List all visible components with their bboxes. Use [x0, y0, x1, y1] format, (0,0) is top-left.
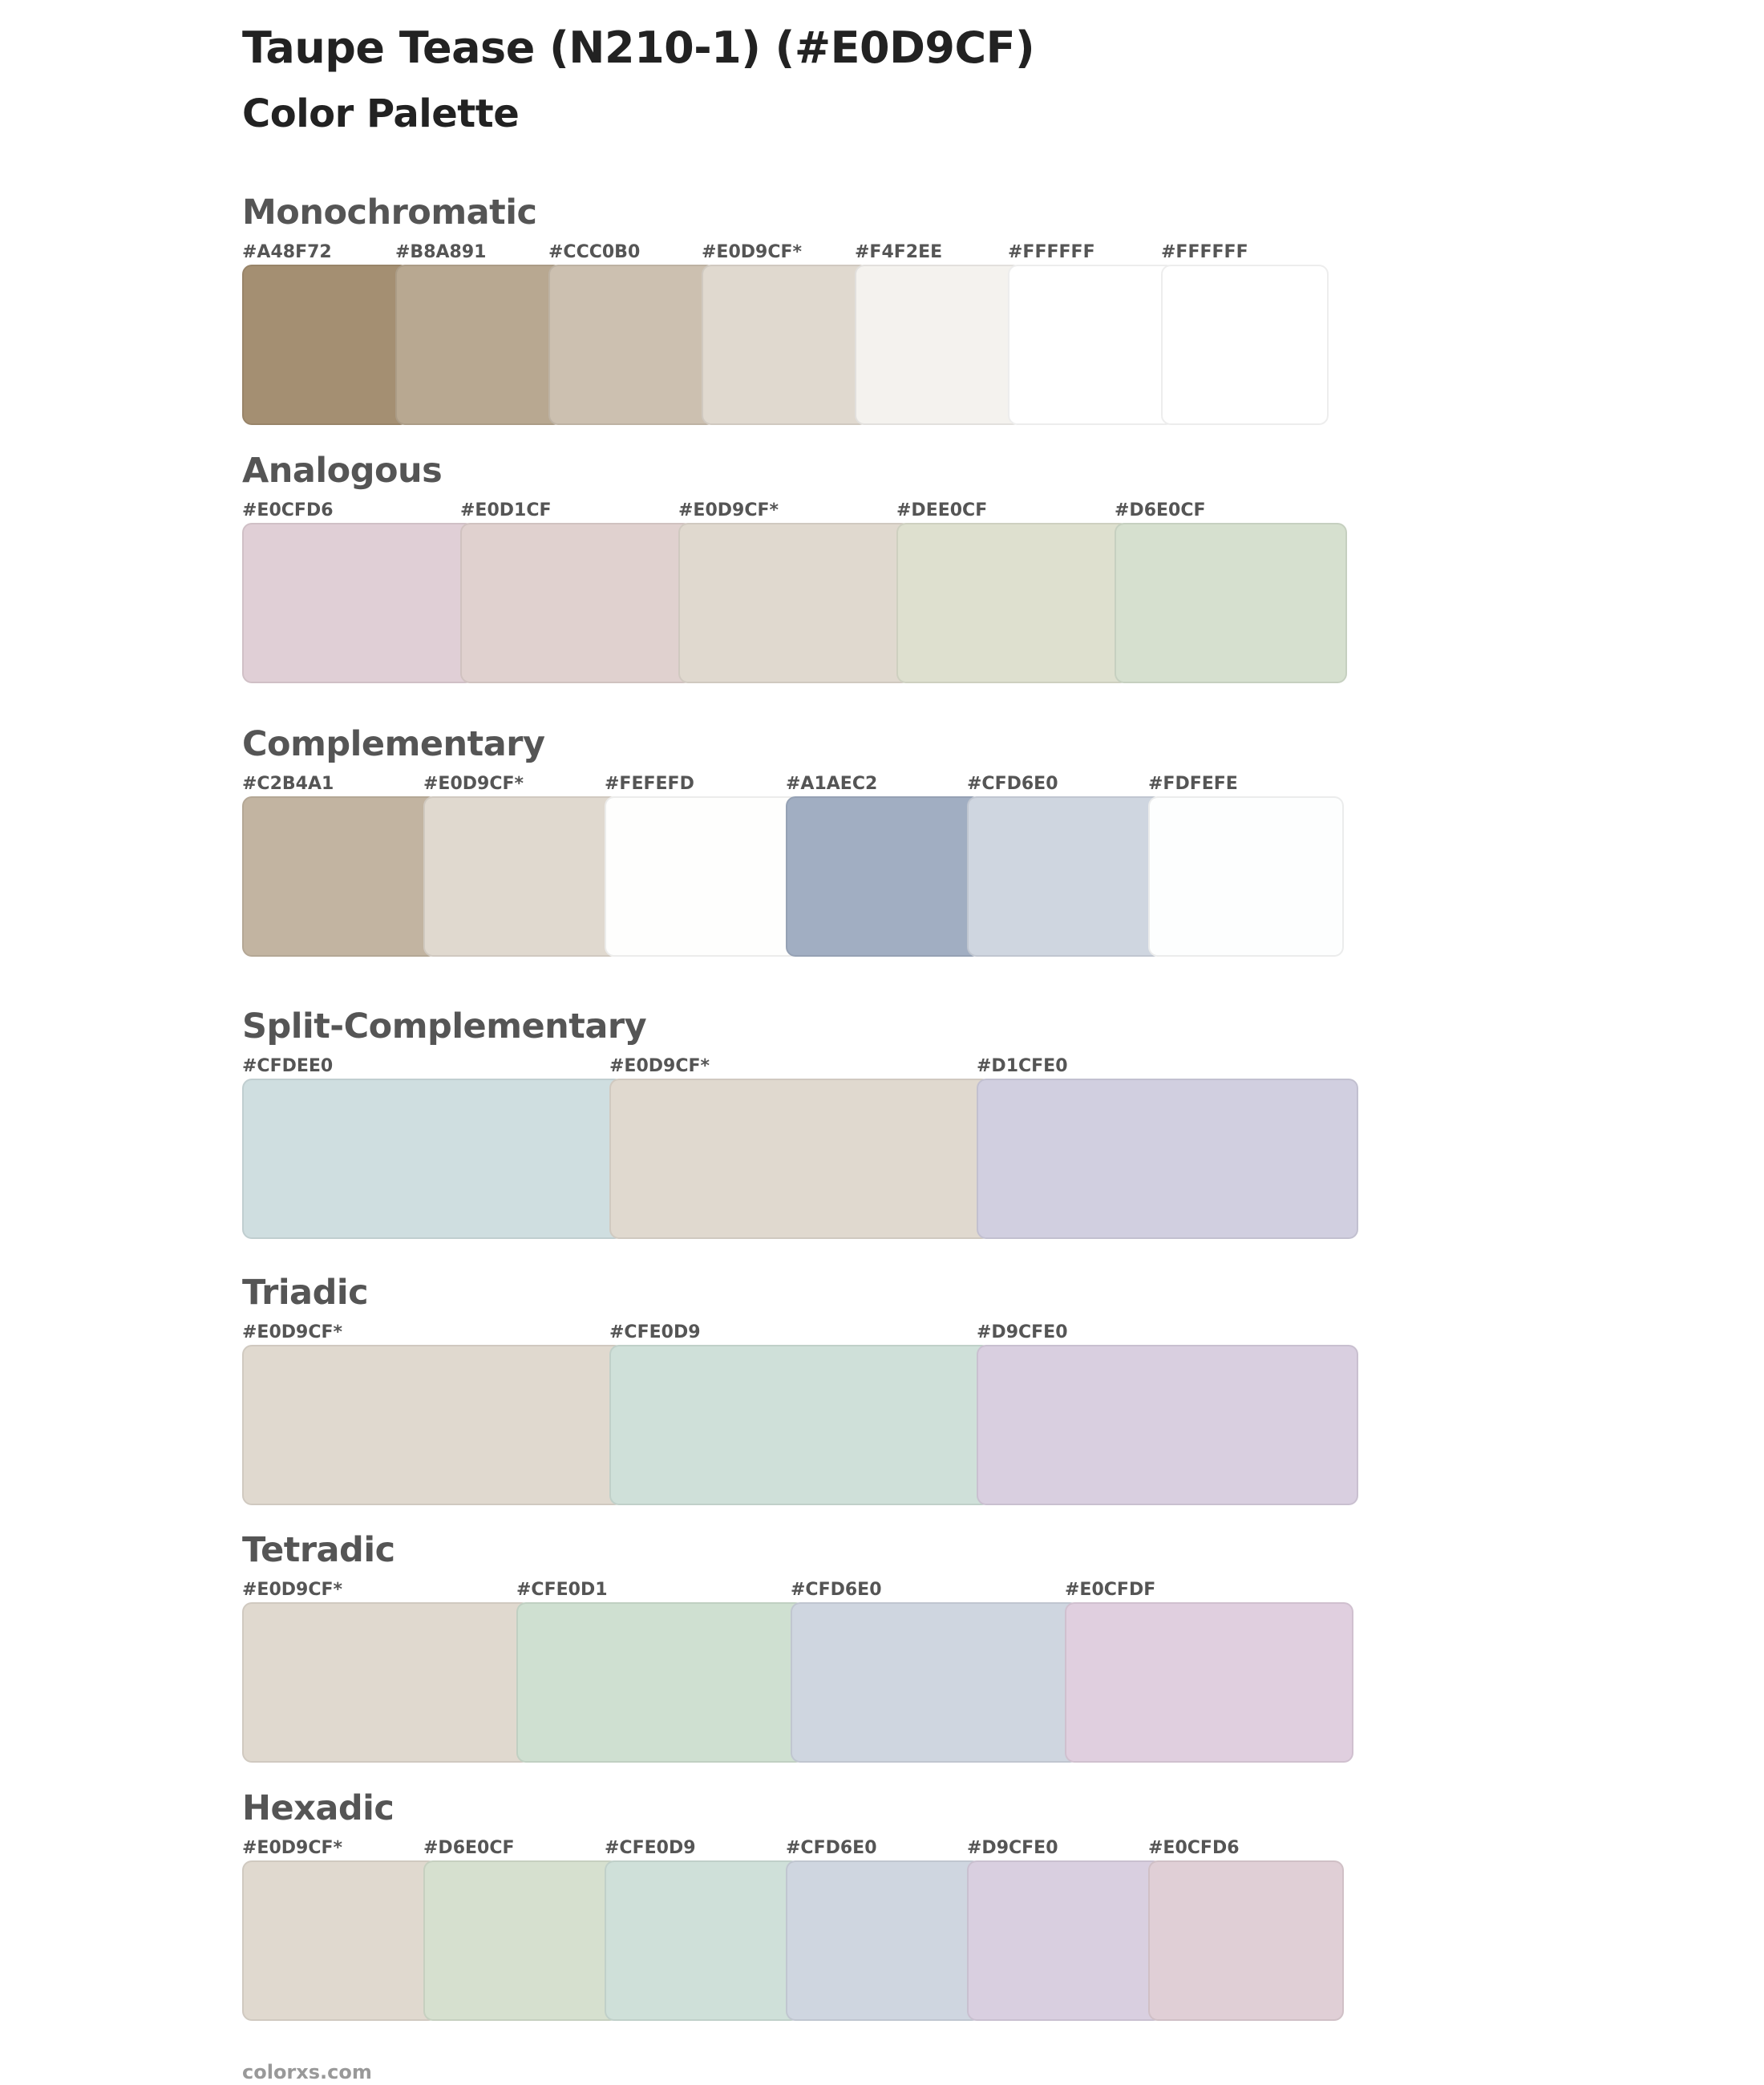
swatch-label[interactable]: #F4F2EE [855, 242, 943, 262]
color-swatch[interactable] [605, 796, 800, 957]
color-swatch[interactable] [678, 523, 911, 683]
swatch-label[interactable]: #FEFEFD [605, 774, 694, 794]
color-swatch[interactable] [605, 1860, 800, 2021]
swatch-label[interactable]: #FFFFFF [1161, 242, 1248, 262]
section-heading: Analogous [242, 451, 443, 491]
color-swatch[interactable] [242, 1860, 438, 2021]
swatch-label[interactable]: #E0CFD6 [1148, 1838, 1240, 1858]
swatch-label[interactable]: #FDFEFE [1148, 774, 1238, 794]
swatch-label[interactable]: #E0D9CF* [242, 1322, 343, 1342]
color-swatch[interactable] [609, 1079, 991, 1239]
color-swatch[interactable] [967, 1860, 1163, 2021]
swatch-label[interactable]: #CFE0D1 [516, 1580, 608, 1600]
color-swatch[interactable] [1115, 523, 1347, 683]
color-swatch[interactable] [786, 796, 981, 957]
color-swatch[interactable] [791, 1602, 1079, 1763]
color-swatch[interactable] [242, 265, 410, 425]
swatch-label[interactable]: #E0D9CF* [702, 242, 803, 262]
color-swatch[interactable] [242, 523, 475, 683]
color-swatch[interactable] [786, 1860, 981, 2021]
swatch-label[interactable]: #B8A891 [395, 242, 487, 262]
section-heading: Hexadic [242, 1788, 394, 1828]
color-swatch[interactable] [1065, 1602, 1353, 1763]
swatch-label[interactable]: #CFE0D9 [609, 1322, 701, 1342]
color-swatch[interactable] [516, 1602, 805, 1763]
color-swatch[interactable] [977, 1079, 1358, 1239]
swatch-label[interactable]: #FFFFFF [1008, 242, 1095, 262]
section-heading: Tetradic [242, 1530, 395, 1570]
color-swatch[interactable] [855, 265, 1022, 425]
swatch-label[interactable]: #E0D1CF [460, 500, 552, 520]
page-subtitle: Color Palette [242, 91, 520, 136]
swatch-label[interactable]: #D1CFE0 [977, 1056, 1068, 1076]
swatch-label[interactable]: #CFDEE0 [242, 1056, 334, 1076]
swatch-label[interactable]: #E0D9CF* [678, 500, 779, 520]
swatch-label[interactable]: #E0D9CF* [242, 1838, 343, 1858]
color-swatch[interactable] [977, 1345, 1358, 1505]
color-swatch[interactable] [896, 523, 1129, 683]
section-heading: Split-Complementary [242, 1006, 647, 1047]
swatch-label[interactable]: #D9CFE0 [967, 1838, 1058, 1858]
swatch-label[interactable]: #E0D9CF* [609, 1056, 710, 1076]
color-swatch[interactable] [423, 796, 619, 957]
swatch-label[interactable]: #D9CFE0 [977, 1322, 1068, 1342]
swatch-label[interactable]: #DEE0CF [896, 500, 988, 520]
swatch-label[interactable]: #C2B4A1 [242, 774, 334, 794]
color-swatch[interactable] [242, 1602, 531, 1763]
color-swatch[interactable] [609, 1345, 991, 1505]
color-swatch[interactable] [395, 265, 563, 425]
color-swatch[interactable] [242, 1345, 624, 1505]
section-heading: Triadic [242, 1273, 369, 1313]
swatch-label[interactable]: #D6E0CF [1115, 500, 1206, 520]
color-swatch[interactable] [423, 1860, 619, 2021]
swatch-label[interactable]: #CFD6E0 [786, 1838, 877, 1858]
swatch-label[interactable]: #CFE0D9 [605, 1838, 696, 1858]
footer-site-link[interactable]: colorxs.com [242, 2061, 372, 2083]
swatch-label[interactable]: #E0CFDF [1065, 1580, 1156, 1600]
color-swatch[interactable] [967, 796, 1163, 957]
swatch-label[interactable]: #CFD6E0 [791, 1580, 882, 1600]
color-swatch[interactable] [242, 796, 438, 957]
page-title: Taupe Tease (N210-1) (#E0D9CF) [242, 22, 1035, 73]
swatch-label[interactable]: #CFD6E0 [967, 774, 1058, 794]
swatch-label[interactable]: #CCC0B0 [548, 242, 641, 262]
color-swatch[interactable] [460, 523, 693, 683]
color-swatch[interactable] [548, 265, 716, 425]
swatch-label[interactable]: #E0D9CF* [423, 774, 524, 794]
color-swatch[interactable] [1161, 265, 1329, 425]
swatch-label[interactable]: #D6E0CF [423, 1838, 515, 1858]
color-swatch[interactable] [242, 1079, 624, 1239]
section-heading: Complementary [242, 724, 545, 764]
color-swatch[interactable] [1148, 796, 1344, 957]
swatch-label[interactable]: #A1AEC2 [786, 774, 878, 794]
swatch-label[interactable]: #E0D9CF* [242, 1580, 343, 1600]
color-swatch[interactable] [702, 265, 869, 425]
swatch-label[interactable]: #A48F72 [242, 242, 332, 262]
swatch-label[interactable]: #E0CFD6 [242, 500, 334, 520]
section-heading: Monochromatic [242, 192, 537, 233]
color-swatch[interactable] [1008, 265, 1175, 425]
color-swatch[interactable] [1148, 1860, 1344, 2021]
